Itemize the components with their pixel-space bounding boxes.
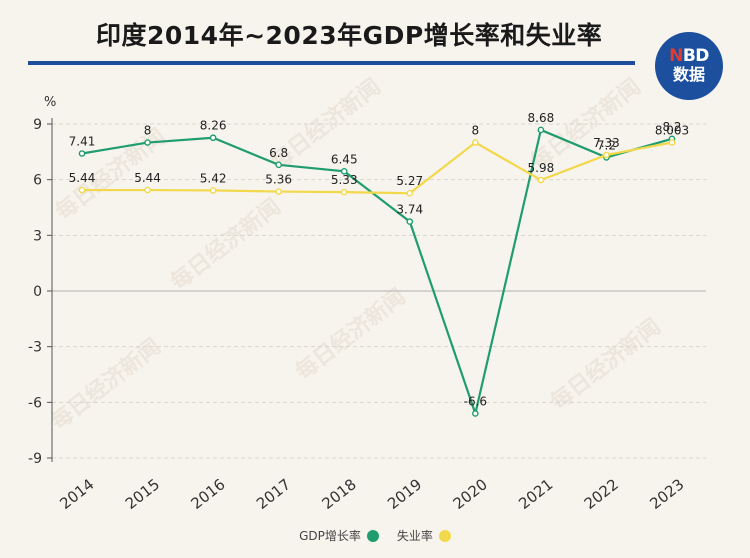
legend-label-gdp: GDP增长率 [299, 529, 361, 543]
legend-dot-unemployment [438, 529, 451, 542]
data-label: 8 [144, 124, 152, 138]
y-tick-label: 9 [33, 117, 42, 133]
watermark: 每日经济新闻 [291, 284, 411, 386]
data-label: 7.33 [593, 136, 620, 150]
data-label: 5.27 [396, 174, 423, 188]
x-tick-label: 2020 [450, 475, 491, 513]
data-label: 6.8 [269, 146, 288, 160]
series-line-1 [82, 141, 673, 195]
data-label: 5.98 [528, 161, 555, 175]
x-tick-label: 2023 [646, 475, 687, 513]
data-point [144, 139, 151, 146]
data-point [472, 139, 479, 146]
logo-accent-letter: N [669, 46, 683, 66]
data-point [406, 218, 414, 225]
x-tick-label: 2016 [187, 475, 228, 513]
watermark: 每日经济新闻 [546, 314, 666, 416]
logo-letters: BD [682, 46, 710, 66]
legend-item-gdp: GDP增长率 [299, 527, 379, 544]
chart-title: 印度2014年~2023年GDP增长率和失业率 [96, 21, 603, 50]
data-label: 3.74 [396, 203, 423, 217]
data-point [340, 168, 348, 175]
data-label: 7.41 [69, 135, 96, 149]
legend-dot-gdp [366, 529, 379, 542]
data-label: 8.003 [655, 123, 689, 137]
nbd-logo: NBD 数据 [655, 32, 723, 100]
y-tick-label: 6 [33, 173, 42, 189]
y-tick-label: 3 [33, 228, 42, 244]
data-label: 8 [472, 124, 480, 138]
data-point [340, 188, 348, 196]
data-label: 5.36 [265, 173, 292, 187]
data-label: 5.42 [200, 171, 227, 185]
data-label: 8.26 [200, 119, 227, 133]
data-point [209, 134, 217, 142]
logo-line1: NBD [669, 47, 709, 65]
data-point [275, 161, 282, 169]
data-point [78, 186, 86, 194]
series-line-0 [81, 128, 673, 418]
x-tick-label: 2015 [122, 475, 163, 513]
y-tick-label: -6 [28, 395, 42, 411]
data-point [275, 188, 282, 195]
y-tick-label: 0 [33, 284, 42, 300]
x-tick-label: 2021 [515, 475, 556, 513]
data-label: 5.44 [69, 171, 96, 185]
data-label: 8.68 [528, 111, 555, 125]
data-point [537, 176, 545, 184]
legend: GDP增长率 失业率 [0, 527, 750, 544]
watermark: 每日经济新闻 [166, 194, 286, 296]
data-point [144, 186, 151, 194]
data-point [603, 151, 610, 159]
data-label: -6.6 [464, 394, 487, 408]
x-tick-label: 2019 [384, 475, 425, 513]
legend-item-unemployment: 失业率 [397, 527, 451, 544]
y-tick-label: -9 [28, 451, 42, 467]
y-tick-label: -3 [28, 340, 42, 356]
data-point [537, 126, 545, 134]
watermark: 每日经济新闻 [46, 334, 166, 436]
data-label: 5.44 [134, 171, 161, 185]
data-label: 5.33 [331, 173, 358, 187]
x-tick-label: 2018 [319, 475, 360, 513]
y-axis-unit-label: % [44, 95, 56, 110]
data-label: 8.2 [662, 120, 681, 134]
data-point [472, 410, 479, 417]
x-tick-label: 2014 [56, 475, 97, 513]
data-point [209, 187, 217, 194]
data-point [668, 139, 676, 146]
data-point [78, 150, 86, 157]
data-point [406, 189, 414, 197]
x-tick-label: 2017 [253, 475, 294, 513]
title-underline [28, 61, 635, 65]
legend-label-unemployment: 失业率 [396, 529, 433, 543]
data-label: 6.45 [331, 152, 358, 166]
logo-line2: 数据 [672, 65, 705, 84]
x-tick-label: 2022 [581, 475, 622, 513]
data-label: 7.2 [597, 138, 616, 152]
